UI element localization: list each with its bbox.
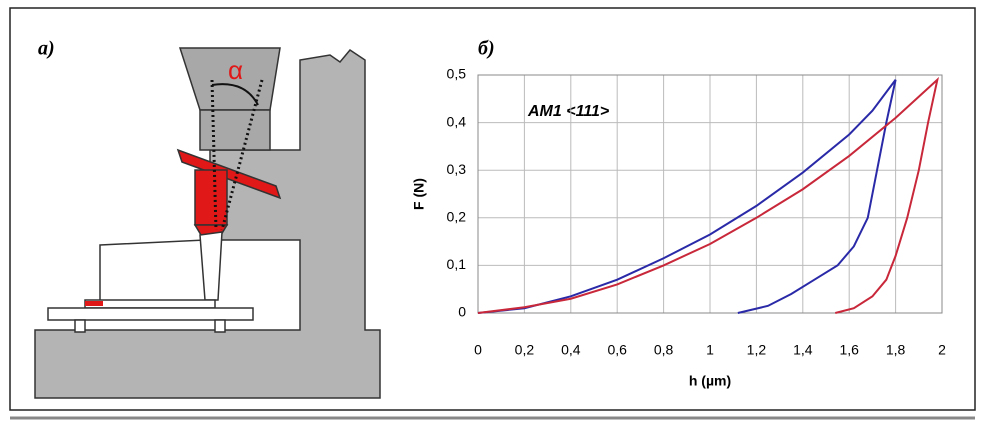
x-tick-label: 1 [706,342,714,358]
x-tick-label: 0,4 [561,342,581,358]
panel-label: б) [478,38,495,60]
x-tick-label: 1,2 [747,342,767,358]
panel-label: a) [38,38,55,60]
x-tick-label: 2 [938,342,946,358]
x-tick-label: 0,2 [515,342,535,358]
y-axis-label: F (N) [411,178,427,210]
x-tick-label: 0 [474,342,482,358]
x-tick-label: 1,4 [793,342,813,358]
x-tick-label: 0,8 [654,342,674,358]
y-tick-label: 0 [458,304,466,320]
y-tick-label: 0,2 [447,209,467,225]
y-tick-label: 0,5 [447,66,467,82]
x-axis-label: h (µm) [689,373,731,389]
y-tick-label: 0,1 [447,256,467,272]
x-tick-label: 1,8 [886,342,906,358]
y-tick-label: 0,4 [447,113,467,129]
x-tick-label: 1,6 [839,342,859,358]
instrument-diagram [34,47,381,399]
annotation: AM1 <111> [527,103,609,120]
y-tick-label: 0,3 [447,161,467,177]
frame [9,7,976,411]
x-tick-label: 0,6 [607,342,627,358]
data-line [477,76,940,314]
data-line [477,79,897,314]
plot-border [477,74,943,314]
angle-label: α [228,55,243,85]
